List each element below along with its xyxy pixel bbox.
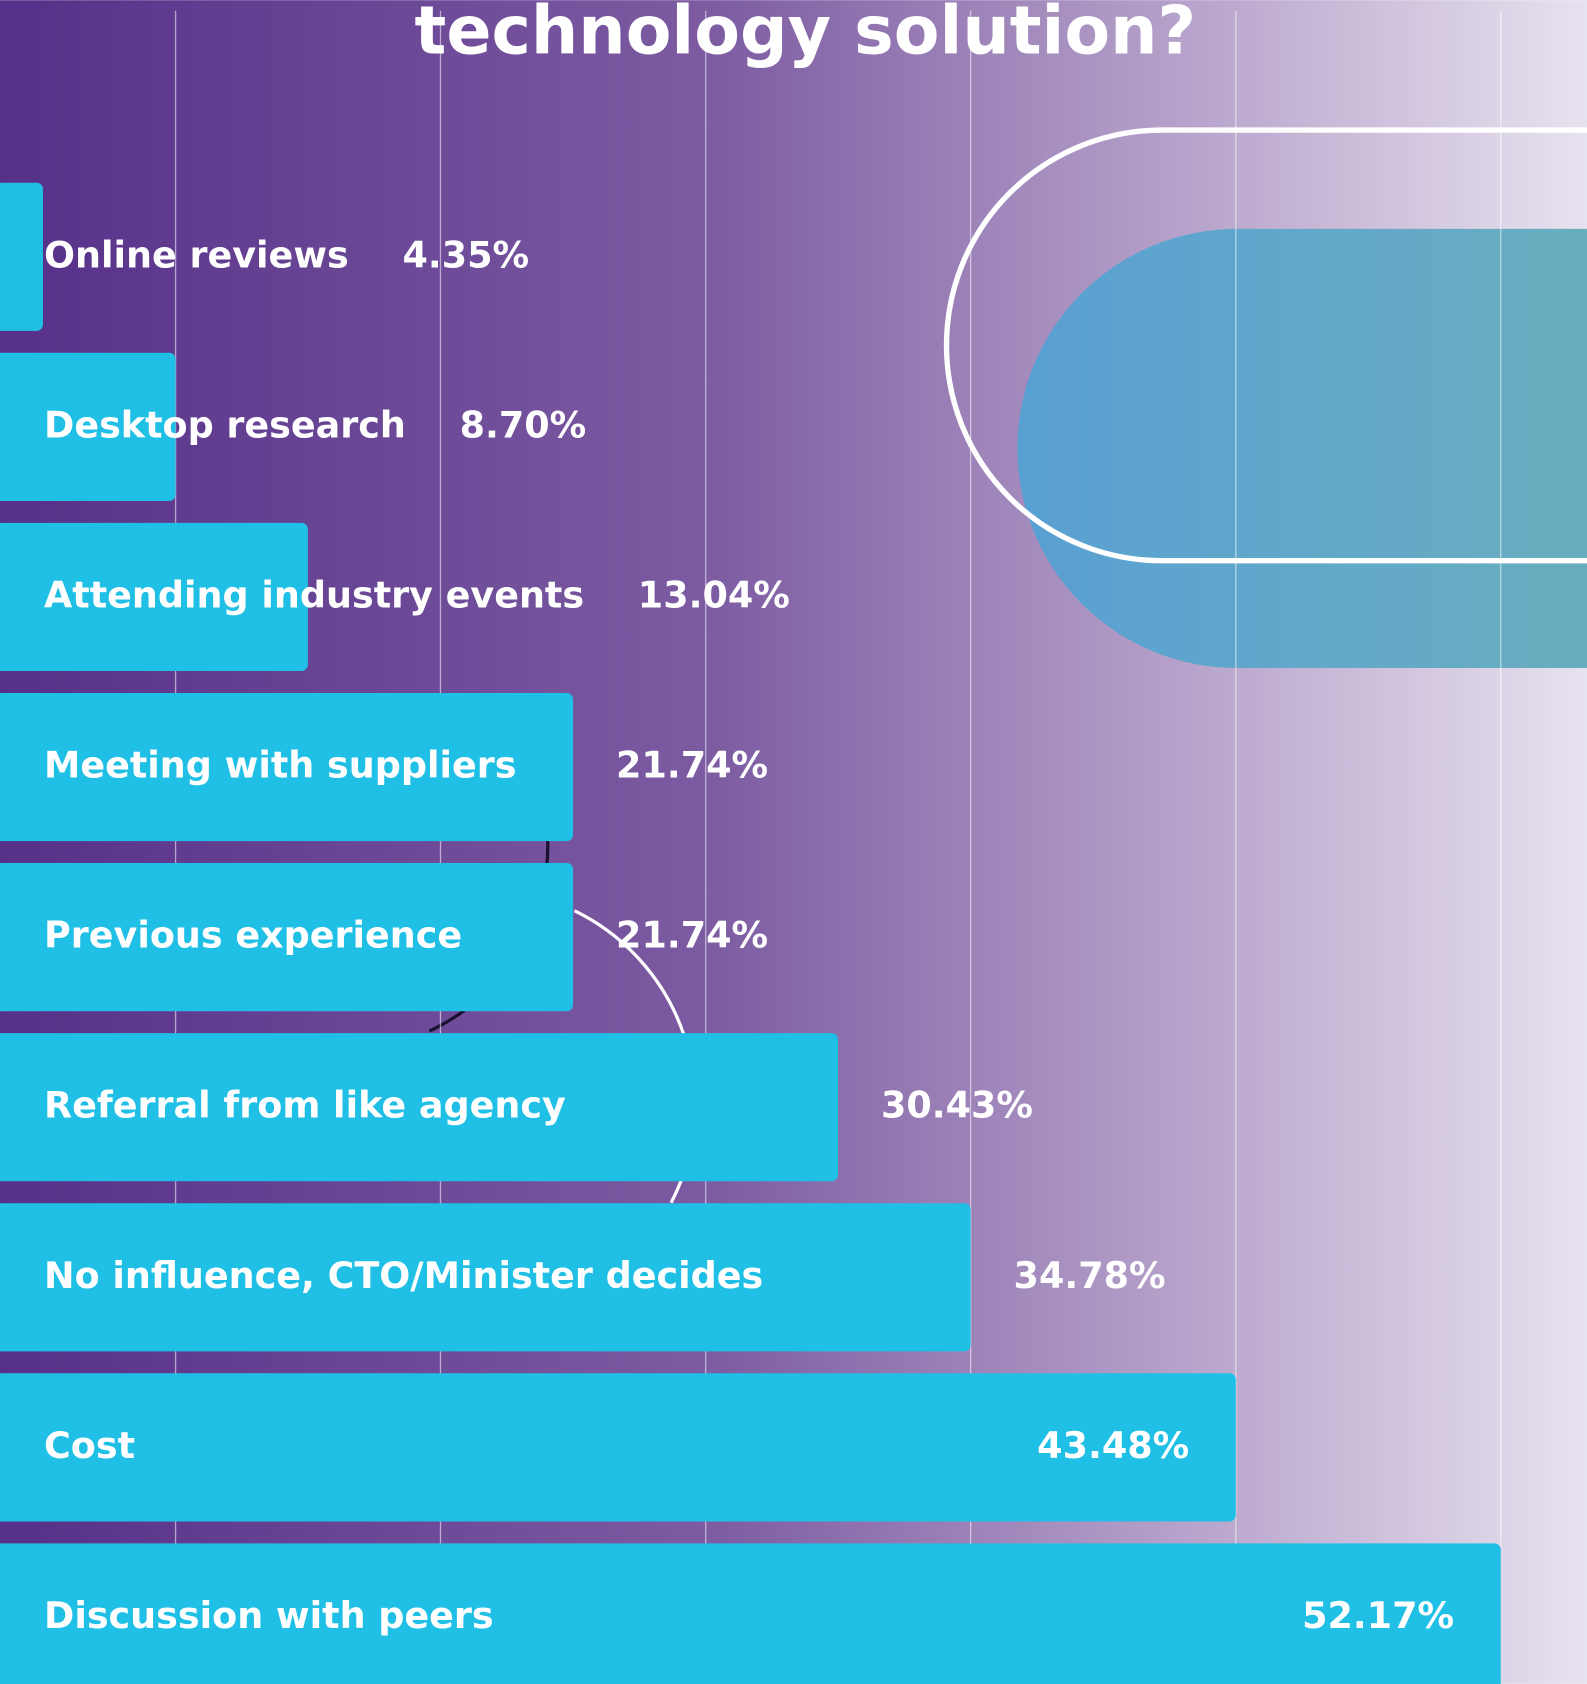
value-label: 52.17% — [1302, 1594, 1454, 1637]
chart-title: technology solution? — [415, 0, 1197, 70]
category-label: Attending industry events — [44, 573, 584, 616]
value-label: 13.04% — [638, 573, 790, 616]
category-label: Desktop research — [44, 403, 406, 446]
value-label: 43.48% — [1037, 1424, 1189, 1467]
value-label: 8.70% — [460, 403, 587, 446]
category-label: Cost — [44, 1424, 135, 1467]
decor-pill — [1017, 229, 1587, 668]
page: Online reviews 4.35% Desktop research 8.70%… — [0, 0, 1587, 1684]
category-label: Online reviews — [44, 233, 349, 276]
value-label: 34.78% — [1014, 1254, 1166, 1297]
category-label: Discussion with peers — [44, 1594, 494, 1637]
value-label: 30.43% — [881, 1084, 1033, 1127]
value-label: 21.74% — [616, 744, 768, 787]
bar — [0, 183, 43, 331]
value-label: 4.35% — [402, 233, 529, 276]
category-label: Meeting with suppliers — [44, 744, 516, 787]
value-label: 21.74% — [616, 914, 768, 957]
chart: Online reviews 4.35% Desktop research 8.70%… — [0, 0, 1587, 1684]
category-label: Referral from like agency — [44, 1084, 566, 1127]
category-label: No influence, CTO/Minister decides — [44, 1254, 763, 1297]
category-label: Previous experience — [44, 914, 462, 957]
